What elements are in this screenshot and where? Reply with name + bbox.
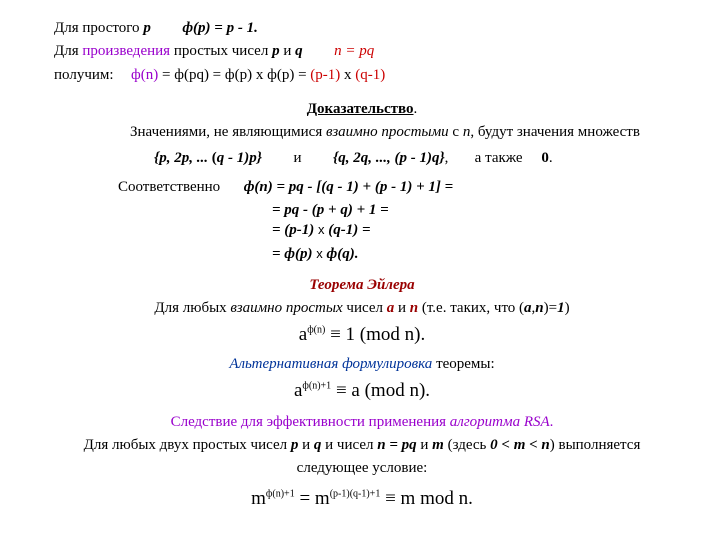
- alt-line: Альтернативная формулировка теоремы:: [54, 354, 670, 374]
- eq3: = (p-1) х (q-1) =: [272, 220, 670, 240]
- document-page: Для простого p ф(p) = p - 1. Для произве…: [0, 0, 720, 525]
- text: = ф(pq) = ф(p) x ф(p) =: [158, 67, 310, 83]
- text: Следствие для эффективности применения: [171, 414, 450, 430]
- eq4c: ф(q).: [323, 246, 359, 262]
- eq4: = ф(p) х ф(q).: [272, 244, 670, 264]
- text: Для любых: [154, 300, 230, 316]
- dot: .: [550, 414, 554, 430]
- n-pq: n = pq: [377, 437, 416, 453]
- phi-n: ф(n): [131, 67, 158, 83]
- eq1: ф(n) = pq - [(q - 1) + (p - 1) + 1] =: [244, 179, 453, 195]
- coprime: взаимно простыми: [326, 124, 449, 140]
- line-prime: Для простого p ф(p) = p - 1.: [54, 18, 670, 38]
- var-p: p: [272, 43, 280, 59]
- var-p: p: [143, 20, 151, 36]
- sets-line: {p, 2p, ... (q - 1)p} и {q, 2q, ..., (p …: [154, 148, 670, 168]
- text: Значениями, не являющимися: [130, 124, 326, 140]
- text: Для простого: [54, 20, 143, 36]
- text: теоремы:: [432, 356, 494, 372]
- text: и чисел: [321, 437, 377, 453]
- var-m: m: [432, 437, 444, 453]
- proof-statement: Значениями, не являющимися взаимно прост…: [130, 122, 670, 142]
- text: простых чисел: [170, 43, 272, 59]
- proof-title: Доказательство: [307, 101, 414, 117]
- condition-line-2: следующее условие:: [54, 458, 670, 478]
- eq3c: (q-1) =: [325, 222, 371, 238]
- var-a2: a: [524, 300, 532, 316]
- corr: Соответственно: [118, 179, 220, 195]
- text: Для любых двух простых чисел: [84, 437, 291, 453]
- text: и: [394, 300, 410, 316]
- proof-heading: Доказательство.: [54, 99, 670, 119]
- euler-statement: Для любых взаимно простых чисел a и n (т…: [54, 298, 670, 318]
- text: и: [298, 437, 314, 453]
- exp: ф(n)+1: [302, 381, 331, 392]
- corollary-line: Следствие для эффективности применения а…: [54, 412, 670, 432]
- dot: .: [549, 150, 553, 166]
- set1a: {p, 2p, ...: [154, 150, 212, 166]
- line-product: Для произведения простых чисел p и q n =…: [54, 41, 670, 61]
- euler-formula-1: aф(n) ≡ 1 (mod n).: [54, 322, 670, 348]
- euler-title: Теорема Эйлера: [54, 275, 670, 295]
- rest: ≡ 1 (mod n).: [325, 324, 425, 345]
- eq2: = pq - (p + q) + 1 =: [272, 200, 670, 220]
- p-1: (p-1): [310, 67, 340, 83]
- eq: = m: [295, 488, 330, 509]
- text: с: [449, 124, 463, 140]
- set1c: q - 1)p}: [217, 150, 262, 166]
- rsa: алгоритма RSA: [450, 414, 550, 430]
- alt-text: Альтернативная формулировка: [229, 356, 432, 372]
- exp2: (p-1)(q-1)+1: [330, 489, 381, 500]
- n-eq-pq: n = pq: [334, 43, 374, 59]
- set2: {q, 2q, ..., (p - 1)q}: [333, 150, 445, 166]
- var-q: q: [295, 43, 303, 59]
- condition-line-1: Для любых двух простых чисел p и q и чис…: [54, 435, 670, 455]
- and: и: [293, 150, 301, 166]
- text: Для: [54, 43, 82, 59]
- m: m: [251, 488, 266, 509]
- text: x: [340, 67, 355, 83]
- text: ) выполняется: [550, 437, 641, 453]
- one: 1: [557, 300, 565, 316]
- rest: ≡ a (mod n).: [331, 380, 430, 401]
- exp: ф(n): [307, 325, 325, 336]
- line-result: получим: ф(n) = ф(pq) = ф(p) x ф(p) = (p…: [54, 65, 670, 85]
- text: чисел: [343, 300, 387, 316]
- zero: 0: [541, 150, 549, 166]
- text: и: [280, 43, 296, 59]
- var-n: n: [410, 300, 418, 316]
- var-n2: n: [535, 300, 543, 316]
- text: (т.е. таких, что (: [418, 300, 524, 316]
- exp1: ф(n)+1: [266, 489, 295, 500]
- text: )=: [544, 300, 557, 316]
- coprime: взаимно простых: [230, 300, 342, 316]
- ineq: 0 < m < n: [490, 437, 550, 453]
- text: ): [565, 300, 570, 316]
- rest: ≡ m mod n.: [380, 488, 473, 509]
- q-1: (q-1): [355, 67, 385, 83]
- word-product: произведения: [82, 43, 170, 59]
- text: (здесь: [444, 437, 490, 453]
- phi-p: ф(p) = p - 1.: [182, 20, 258, 36]
- text: , а также: [445, 150, 542, 166]
- dot: .: [414, 101, 418, 117]
- eq4a: = ф(p): [272, 246, 316, 262]
- euler-formula-2: aф(n)+1 ≡ a (mod n).: [54, 378, 670, 404]
- a: a: [299, 324, 307, 345]
- text: и: [417, 437, 433, 453]
- eq3a: = (p-1): [272, 222, 318, 238]
- rsa-formula: mф(n)+1 = m(p-1)(q-1)+1 ≡ m mod n.: [54, 486, 670, 512]
- text: получим:: [54, 67, 114, 83]
- text: , будут значения множеств: [470, 124, 640, 140]
- corr-line: Соответственно ф(n) = pq - [(q - 1) + (p…: [118, 177, 670, 197]
